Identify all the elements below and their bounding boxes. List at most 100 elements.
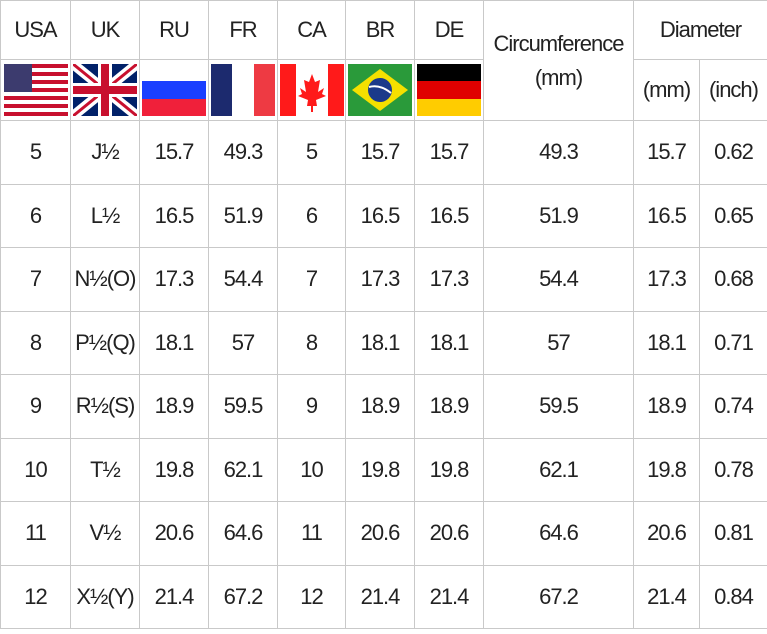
cell-ru: 15.7 bbox=[139, 120, 209, 185]
cell-de: 15.7 bbox=[414, 120, 484, 185]
table-row: 11 V½ 20.6 64.6 11 20.6 20.6 64.6 20.6 0.81 bbox=[0, 501, 767, 566]
cell-ru: 17.3 bbox=[139, 247, 209, 312]
cell-diameter-inch: 0.71 bbox=[699, 310, 767, 375]
canada-flag-icon bbox=[279, 64, 344, 116]
header-de: DE bbox=[414, 0, 484, 60]
cell-uk: L½ bbox=[70, 183, 140, 248]
cell-fr: 51.9 bbox=[208, 183, 278, 248]
cell-uk: V½ bbox=[70, 501, 140, 566]
header-diameter-mm: (mm) bbox=[633, 59, 700, 121]
header-circumference: Circumference (mm) bbox=[483, 0, 634, 121]
cell-usa: 6 bbox=[0, 183, 71, 248]
header-uk: UK bbox=[70, 0, 140, 60]
cell-diameter-mm: 18.9 bbox=[633, 374, 700, 439]
cell-de: 18.1 bbox=[414, 310, 484, 375]
cell-circumference-mm: 54.4 bbox=[483, 247, 634, 312]
table-row: 6 L½ 16.5 51.9 6 16.5 16.5 51.9 16.5 0.65 bbox=[0, 183, 767, 248]
cell-fr: 64.6 bbox=[208, 501, 278, 566]
germany-flag-icon bbox=[417, 64, 481, 116]
cell-br: 18.9 bbox=[345, 374, 415, 439]
cell-ca: 7 bbox=[277, 247, 346, 312]
cell-circumference-mm: 49.3 bbox=[483, 120, 634, 185]
cell-diameter-inch: 0.62 bbox=[699, 120, 767, 185]
circumference-unit: (mm) bbox=[534, 64, 583, 90]
cell-fr: 67.2 bbox=[208, 564, 278, 629]
header-usa: USA bbox=[0, 0, 71, 60]
table-row: 10 T½ 19.8 62.1 10 19.8 19.8 62.1 19.8 0.78 bbox=[0, 437, 767, 502]
cell-uk: N½(O) bbox=[70, 247, 140, 312]
cell-fr: 49.3 bbox=[208, 120, 278, 185]
cell-de: 20.6 bbox=[414, 501, 484, 566]
cell-usa: 7 bbox=[0, 247, 71, 312]
cell-usa: 10 bbox=[0, 437, 71, 502]
russia-flag-icon bbox=[142, 64, 206, 116]
cell-diameter-mm: 21.4 bbox=[633, 564, 700, 629]
cell-br: 16.5 bbox=[345, 183, 415, 248]
cell-fr: 57 bbox=[208, 310, 278, 375]
cell-fr: 62.1 bbox=[208, 437, 278, 502]
cell-uk: R½(S) bbox=[70, 374, 140, 439]
cell-de: 18.9 bbox=[414, 374, 484, 439]
cell-ca: 8 bbox=[277, 310, 346, 375]
cell-br: 15.7 bbox=[345, 120, 415, 185]
circumference-label: Circumference bbox=[493, 30, 624, 56]
cell-br: 19.8 bbox=[345, 437, 415, 502]
cell-de: 19.8 bbox=[414, 437, 484, 502]
cell-circumference-mm: 57 bbox=[483, 310, 634, 375]
cell-diameter-inch: 0.84 bbox=[699, 564, 767, 629]
cell-diameter-mm: 19.8 bbox=[633, 437, 700, 502]
cell-br: 17.3 bbox=[345, 247, 415, 312]
cell-diameter-mm: 16.5 bbox=[633, 183, 700, 248]
cell-diameter-mm: 17.3 bbox=[633, 247, 700, 312]
table-row: 7 N½(O) 17.3 54.4 7 17.3 17.3 54.4 17.3 0.68 bbox=[0, 247, 767, 312]
cell-ru: 21.4 bbox=[139, 564, 209, 629]
cell-uk: X½(Y) bbox=[70, 564, 140, 629]
cell-br: 21.4 bbox=[345, 564, 415, 629]
cell-circumference-mm: 59.5 bbox=[483, 374, 634, 439]
cell-ru: 20.6 bbox=[139, 501, 209, 566]
header-ca: CA bbox=[277, 0, 346, 60]
france-flag-icon bbox=[211, 64, 275, 116]
cell-fr: 59.5 bbox=[208, 374, 278, 439]
cell-de: 21.4 bbox=[414, 564, 484, 629]
cell-ru: 18.9 bbox=[139, 374, 209, 439]
table-row: 8 P½(Q) 18.1 57 8 18.1 18.1 57 18.1 0.71 bbox=[0, 310, 767, 375]
cell-ca: 11 bbox=[277, 501, 346, 566]
cell-ca: 12 bbox=[277, 564, 346, 629]
cell-diameter-inch: 0.78 bbox=[699, 437, 767, 502]
cell-ca: 10 bbox=[277, 437, 346, 502]
cell-ca: 9 bbox=[277, 374, 346, 439]
cell-usa: 12 bbox=[0, 564, 71, 629]
cell-diameter-mm: 15.7 bbox=[633, 120, 700, 185]
uk-flag-icon bbox=[73, 64, 137, 116]
brazil-flag-icon bbox=[348, 64, 412, 116]
cell-diameter-inch: 0.81 bbox=[699, 501, 767, 566]
cell-diameter-inch: 0.65 bbox=[699, 183, 767, 248]
header-fr: FR bbox=[208, 0, 278, 60]
cell-fr: 54.4 bbox=[208, 247, 278, 312]
cell-uk: J½ bbox=[70, 120, 140, 185]
header-diameter: Diameter bbox=[633, 0, 767, 60]
header-br: BR bbox=[345, 0, 415, 60]
cell-ca: 5 bbox=[277, 120, 346, 185]
cell-usa: 5 bbox=[0, 120, 71, 185]
cell-usa: 8 bbox=[0, 310, 71, 375]
cell-circumference-mm: 62.1 bbox=[483, 437, 634, 502]
cell-ru: 18.1 bbox=[139, 310, 209, 375]
cell-circumference-mm: 51.9 bbox=[483, 183, 634, 248]
cell-uk: P½(Q) bbox=[70, 310, 140, 375]
cell-circumference-mm: 67.2 bbox=[483, 564, 634, 629]
table-row: 12 X½(Y) 21.4 67.2 12 21.4 21.4 67.2 21.4 0.84 bbox=[0, 564, 767, 629]
cell-de: 17.3 bbox=[414, 247, 484, 312]
cell-ca: 6 bbox=[277, 183, 346, 248]
cell-de: 16.5 bbox=[414, 183, 484, 248]
cell-diameter-mm: 18.1 bbox=[633, 310, 700, 375]
cell-usa: 9 bbox=[0, 374, 71, 439]
cell-br: 20.6 bbox=[345, 501, 415, 566]
cell-diameter-inch: 0.68 bbox=[699, 247, 767, 312]
cell-ru: 16.5 bbox=[139, 183, 209, 248]
header-ru: RU bbox=[139, 0, 209, 60]
cell-circumference-mm: 64.6 bbox=[483, 501, 634, 566]
cell-diameter-mm: 20.6 bbox=[633, 501, 700, 566]
